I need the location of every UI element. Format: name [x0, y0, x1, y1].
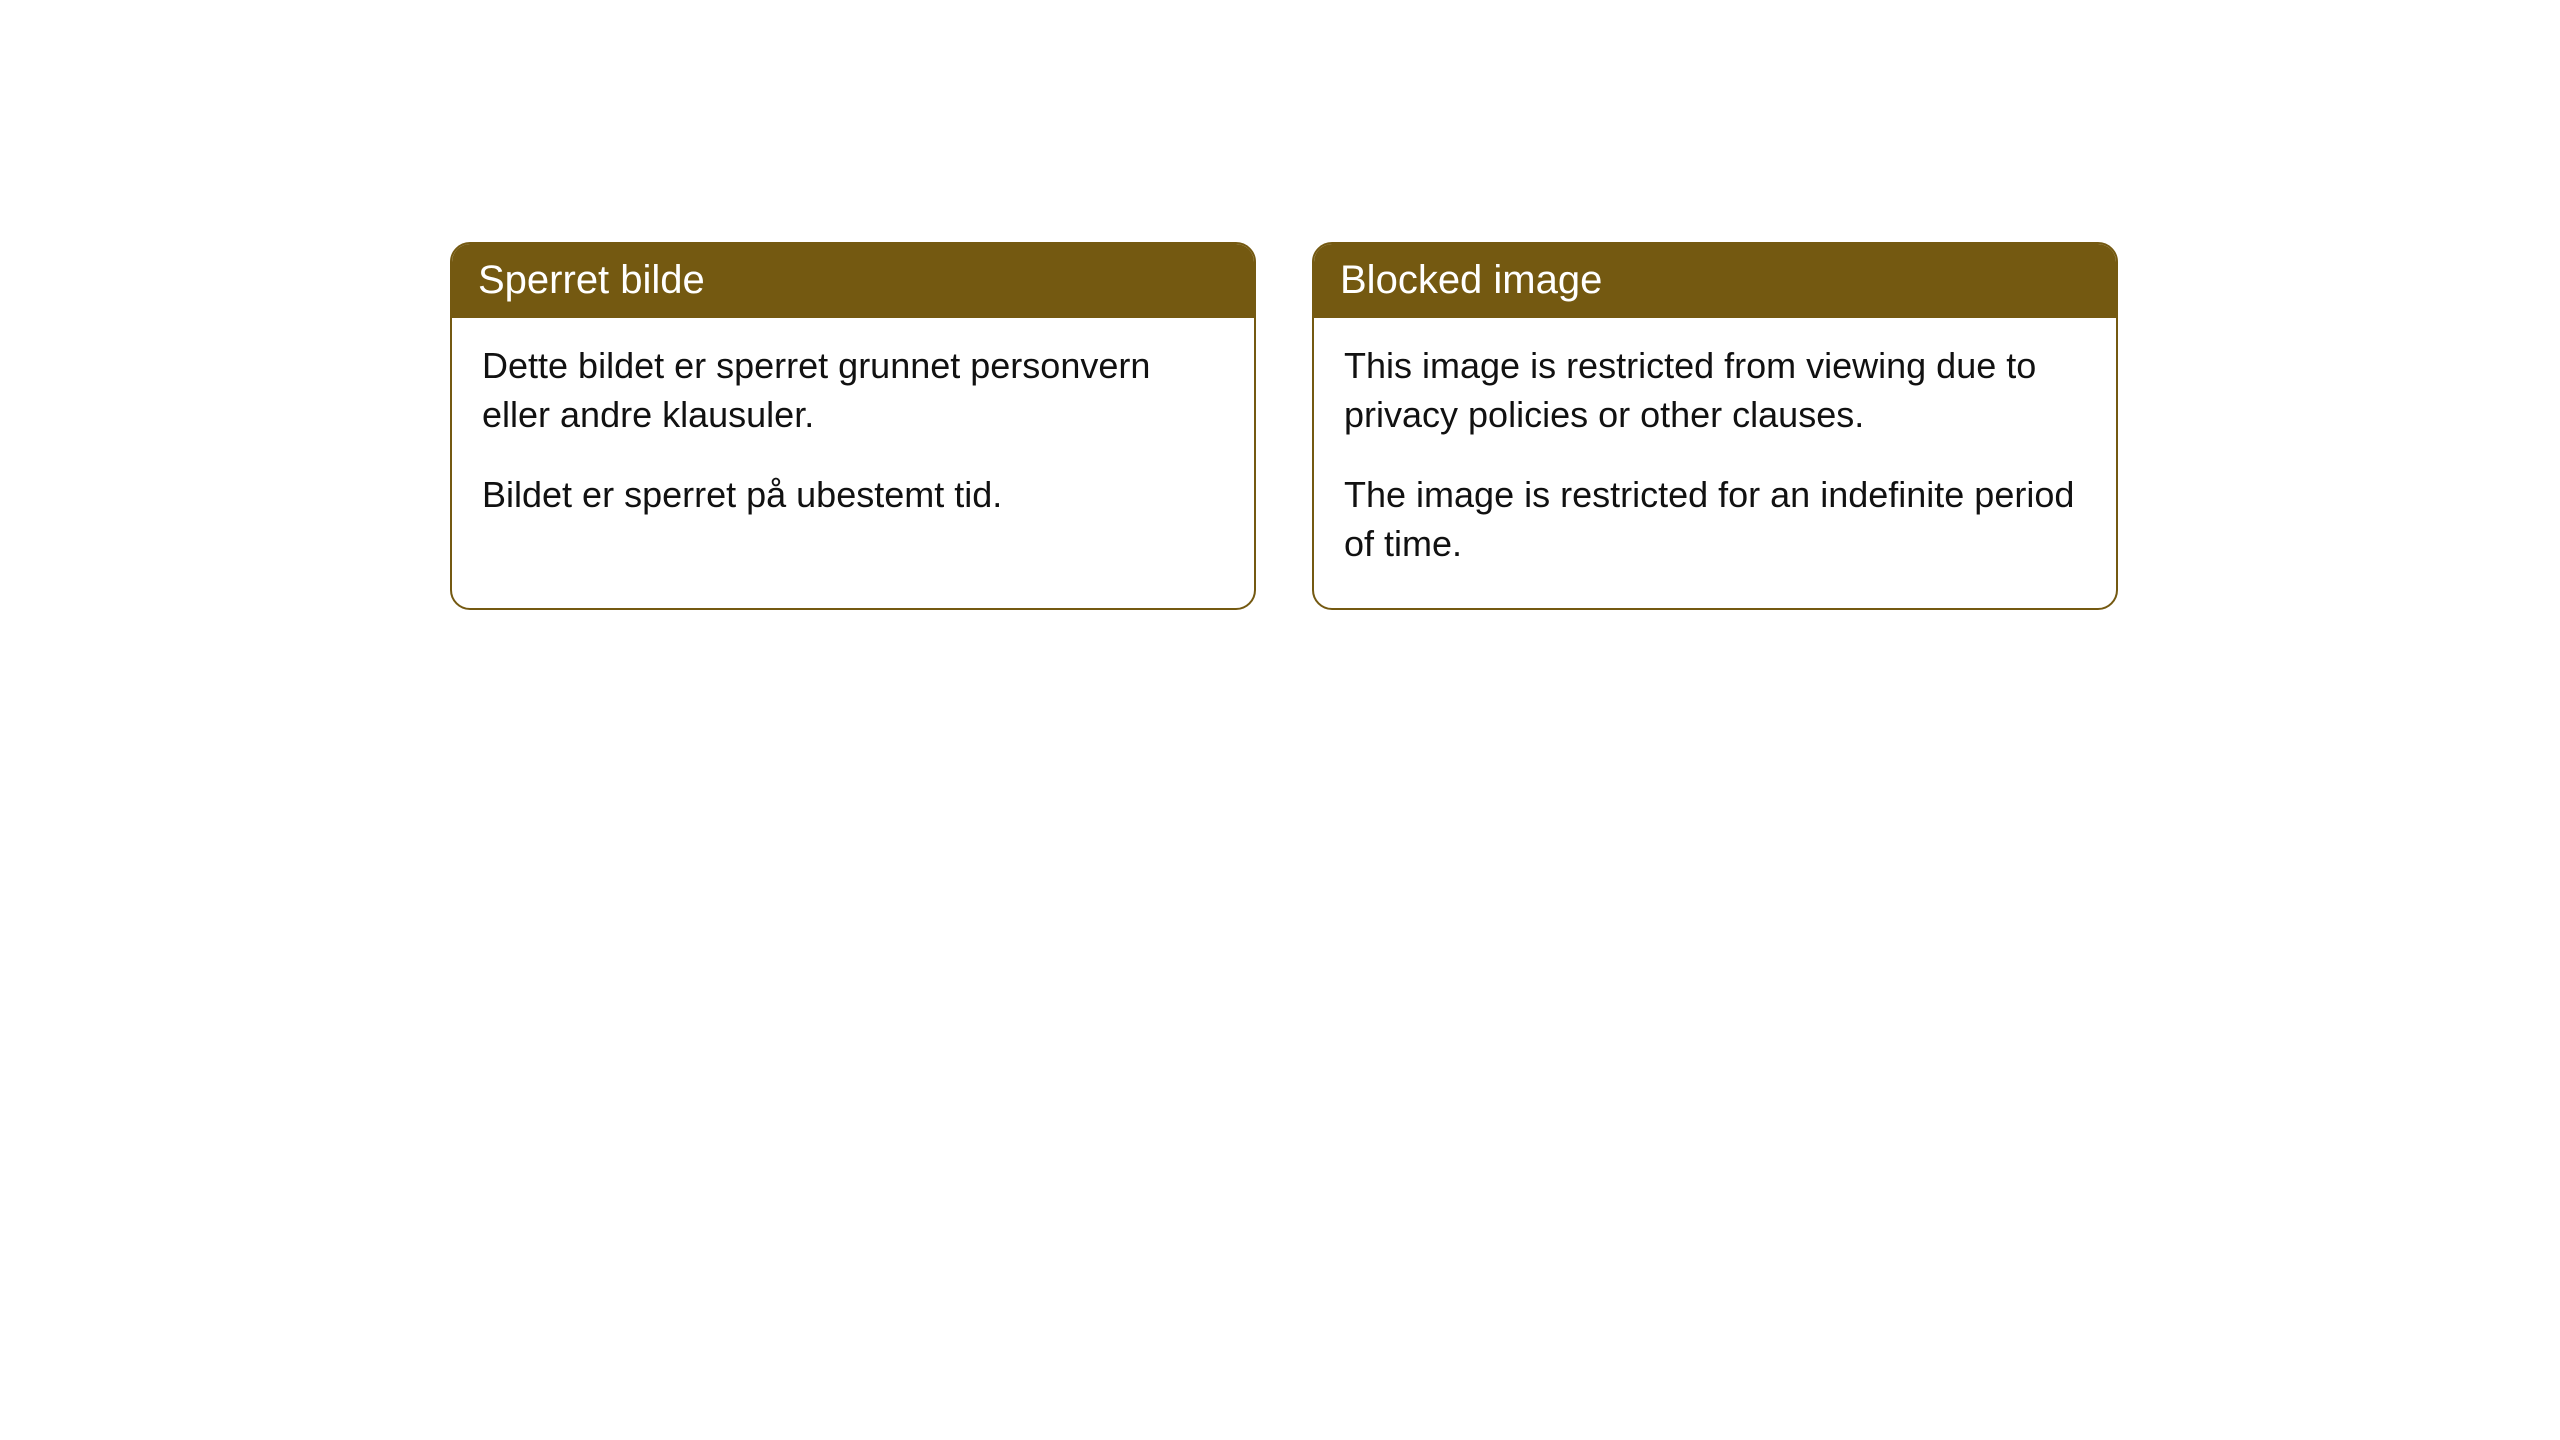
- notice-text-primary: Dette bildet er sperret grunnet personve…: [482, 342, 1224, 439]
- notice-text-secondary: Bildet er sperret på ubestemt tid.: [482, 471, 1224, 520]
- notice-card-title: Sperret bilde: [452, 244, 1254, 318]
- notice-card-title: Blocked image: [1314, 244, 2116, 318]
- notice-cards-container: Sperret bilde Dette bildet er sperret gr…: [0, 0, 2560, 610]
- notice-text-primary: This image is restricted from viewing du…: [1344, 342, 2086, 439]
- notice-card-body: This image is restricted from viewing du…: [1314, 318, 2116, 608]
- notice-text-secondary: The image is restricted for an indefinit…: [1344, 471, 2086, 568]
- notice-card-english: Blocked image This image is restricted f…: [1312, 242, 2118, 610]
- notice-card-body: Dette bildet er sperret grunnet personve…: [452, 318, 1254, 560]
- notice-card-norwegian: Sperret bilde Dette bildet er sperret gr…: [450, 242, 1256, 610]
